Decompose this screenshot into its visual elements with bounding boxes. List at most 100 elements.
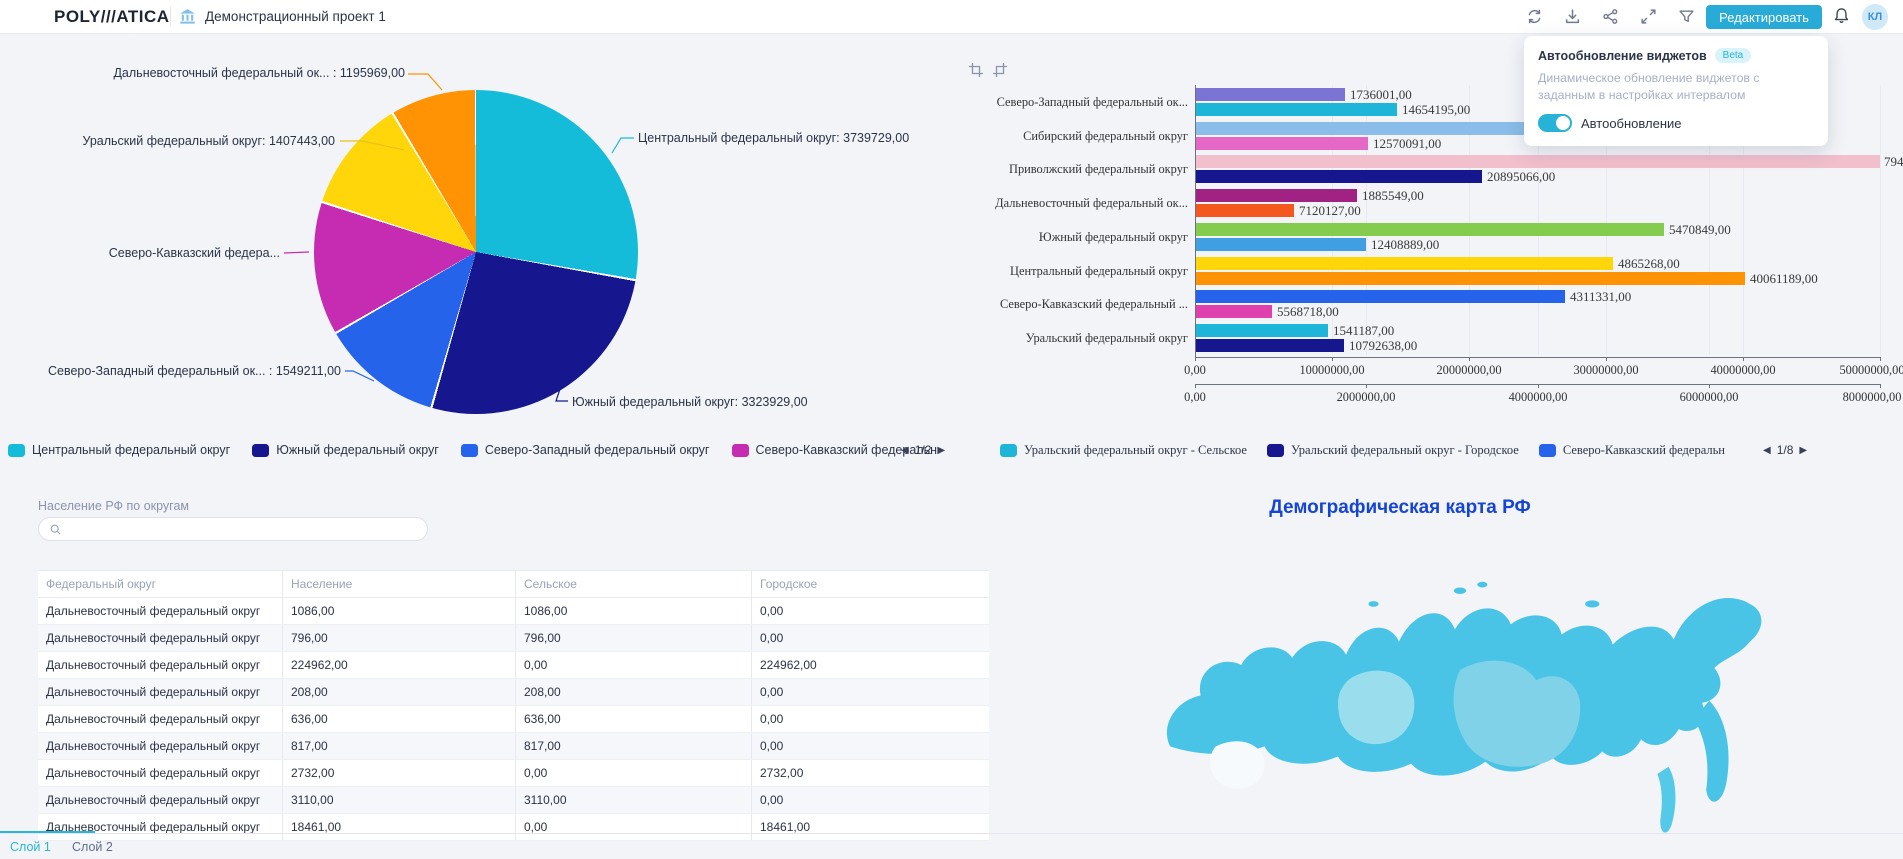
refresh-icon[interactable] — [1526, 8, 1543, 25]
table-row[interactable]: Дальневосточный федеральный округ 636,00… — [38, 706, 989, 733]
bar-central-rural[interactable] — [1196, 257, 1613, 270]
pie-connector-lines — [283, 73, 634, 402]
bar-ural-urban[interactable] — [1196, 339, 1344, 352]
tick — [1743, 357, 1744, 361]
legend-swatch — [731, 443, 749, 457]
tab-layer-1[interactable]: Слой 1 — [10, 840, 51, 854]
cell-district: Дальневосточный федеральный округ — [38, 652, 283, 678]
bar-legend-pager: ◀ 1/8 ▶ — [1763, 443, 1807, 457]
cell-urban: 18461,00 — [760, 820, 811, 834]
search-input[interactable] — [62, 518, 427, 540]
crop-select-icon[interactable] — [968, 62, 984, 78]
pager-next-icon[interactable]: ▶ — [937, 444, 946, 456]
cell-rural: 208,00 — [516, 679, 752, 705]
legend-item[interactable]: Уральский федеральный округ - Городское — [1266, 443, 1519, 458]
gridline — [1709, 85, 1710, 355]
bar-caucasus-rural[interactable] — [1196, 290, 1565, 303]
legend-item[interactable]: Северо-Кавказский федеральн — [731, 443, 937, 457]
bar-category: Центральный федеральный округ — [1010, 264, 1188, 278]
bar-siberia-urban[interactable] — [1196, 137, 1368, 150]
bar-nw-urban[interactable] — [1196, 103, 1397, 116]
bar-ural-rural[interactable] — [1196, 324, 1328, 337]
table-row[interactable]: Дальневосточный федеральный округ 3110,0… — [38, 787, 989, 814]
cell-population: 2732,00 — [283, 760, 516, 786]
share-icon[interactable] — [1602, 8, 1619, 25]
tick — [1195, 384, 1196, 388]
legend-item[interactable]: Южный федеральный округ — [252, 443, 439, 457]
edit-button[interactable]: Редактировать — [1706, 5, 1822, 29]
russia-map[interactable] — [1150, 548, 1770, 843]
bell-icon[interactable] — [1833, 7, 1851, 25]
bar-value: 7120127,00 — [1299, 203, 1361, 218]
filter-icon[interactable] — [1678, 8, 1695, 25]
table-row[interactable]: Дальневосточный федеральный округ 224962… — [38, 652, 989, 679]
pager-prev-icon[interactable]: ◀ — [901, 444, 909, 456]
cell-rural: 0,00 — [516, 652, 752, 678]
cell-urban: 0,00 — [760, 631, 784, 645]
table-search[interactable] — [38, 517, 428, 541]
bar-value: 5470849,00 — [1669, 222, 1731, 237]
bar-value: 1541187,00 — [1333, 323, 1395, 338]
bar-value: 4865268,00 — [1618, 256, 1680, 271]
bar-volga-rural[interactable] — [1196, 155, 1880, 168]
table-row[interactable]: Дальневосточный федеральный округ 2732,0… — [38, 760, 989, 787]
bar-nw-rural[interactable] — [1196, 88, 1345, 101]
bar-fareast-rural[interactable] — [1196, 189, 1357, 202]
crop-reset-icon[interactable] — [992, 62, 1008, 78]
bar-value: 20895066,00 — [1487, 169, 1556, 184]
col-header[interactable]: Сельское — [516, 571, 752, 597]
axis-tick-label: 0,00 — [1184, 363, 1206, 377]
cell-district: Дальневосточный федеральный округ — [38, 733, 283, 759]
bar-south-rural[interactable] — [1196, 223, 1664, 236]
bar-central-urban[interactable] — [1196, 272, 1745, 285]
legend-item[interactable]: Уральский федеральный округ - Сельское — [1000, 443, 1247, 458]
legend-item[interactable]: Северо-Западный федеральный округ — [460, 443, 710, 457]
cell-rural: 817,00 — [516, 733, 752, 759]
tick — [1195, 357, 1196, 361]
avatar[interactable]: КЛ — [1862, 4, 1888, 30]
cell-urban: 0,00 — [760, 685, 784, 699]
col-header[interactable]: Население — [283, 571, 516, 597]
table-row[interactable]: Дальневосточный федеральный округ 208,00… — [38, 679, 989, 706]
cell-population: 817,00 — [283, 733, 516, 759]
bar-value: 7949198,0 — [1884, 154, 1903, 169]
tick — [1880, 357, 1881, 361]
bar-caucasus-urban[interactable] — [1196, 305, 1272, 318]
tick — [1606, 357, 1607, 361]
col-header[interactable]: Федеральный округ — [38, 571, 283, 597]
table-row[interactable]: Дальневосточный федеральный округ 796,00… — [38, 625, 989, 652]
pager-prev-icon[interactable]: ◀ — [1763, 444, 1771, 456]
legend-swatch — [1000, 444, 1017, 457]
legend-item[interactable]: Северо-Кавказский федеральн — [1538, 443, 1725, 458]
tab-layer-2[interactable]: Слой 2 — [72, 840, 113, 854]
autorefresh-toggle[interactable] — [1538, 114, 1572, 133]
gridline — [1743, 85, 1744, 355]
fullscreen-icon[interactable] — [1640, 8, 1657, 25]
download-icon[interactable] — [1564, 8, 1581, 25]
cell-rural: 0,00 — [516, 814, 752, 840]
active-tab-indicator — [0, 831, 95, 833]
bar-value: 12408889,00 — [1371, 237, 1440, 252]
table-row[interactable]: Дальневосточный федеральный округ 18461,… — [38, 814, 989, 841]
bar-legend: Уральский федеральный округ - Сельское У… — [1000, 443, 1725, 458]
tick — [1332, 357, 1333, 361]
gridline — [1880, 85, 1881, 355]
data-table: Федеральный округ Население Сельское Гор… — [38, 570, 989, 841]
bar-fareast-urban[interactable] — [1196, 204, 1294, 217]
pager-next-icon[interactable]: ▶ — [1799, 444, 1808, 456]
legend-swatch — [1538, 444, 1556, 457]
cell-district: Дальневосточный федеральный округ — [38, 679, 283, 705]
cell-population: 224962,00 — [283, 652, 516, 678]
pie-chart[interactable] — [314, 90, 638, 414]
col-header[interactable]: Городское — [760, 577, 818, 591]
legend-item[interactable]: Центральный федеральный округ — [8, 443, 230, 457]
bar-category: Северо-Кавказский федеральный ... — [999, 297, 1188, 311]
bar-category: Дальневосточный федеральный ок... — [995, 196, 1188, 210]
table-row[interactable]: Дальневосточный федеральный округ 1086,0… — [38, 598, 989, 625]
bar-volga-urban[interactable] — [1196, 170, 1482, 183]
bar-south-urban[interactable] — [1196, 238, 1366, 251]
bar-category: Сибирский федеральный округ — [1023, 129, 1188, 143]
cell-district: Дальневосточный федеральный округ — [38, 787, 283, 813]
axis-tick-label: 6000000,00 — [1679, 390, 1739, 404]
table-row[interactable]: Дальневосточный федеральный округ 817,00… — [38, 733, 989, 760]
